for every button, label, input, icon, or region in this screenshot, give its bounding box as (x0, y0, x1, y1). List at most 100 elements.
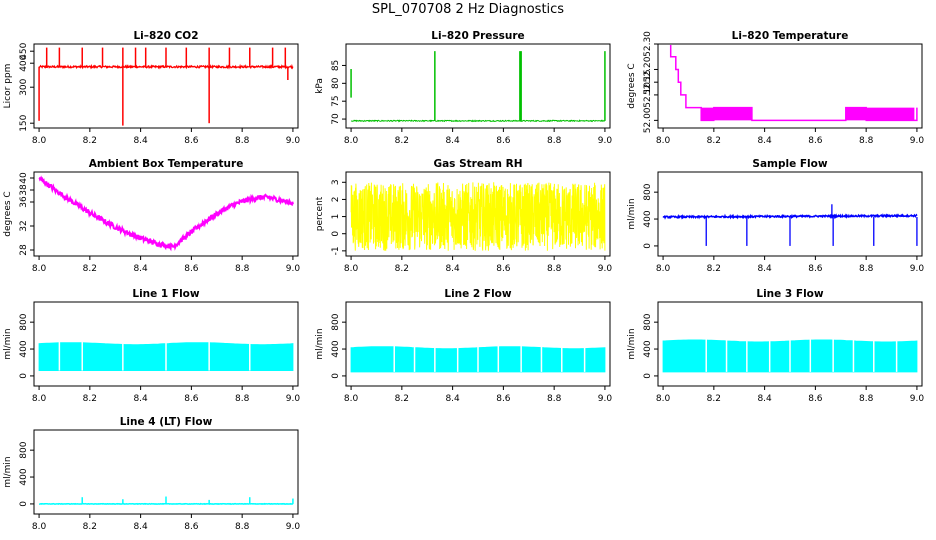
x-tick-label: 8.2 (83, 522, 97, 532)
x-tick-label: 8.0 (344, 264, 359, 274)
x-tick-label: 8.6 (808, 394, 823, 404)
series-6 (662, 204, 918, 246)
y-tick-label: 52.20 (643, 56, 653, 82)
x-tick-label: 8.2 (707, 136, 721, 146)
plot-frame (345, 43, 611, 129)
x-tick-label: 8.2 (395, 136, 409, 146)
series-3 (669, 45, 918, 122)
y-tick-label: 400 (19, 468, 29, 485)
x-tick-label: 8.4 (133, 394, 148, 404)
data-band (845, 107, 915, 121)
y-axis-label: degrees C (627, 63, 637, 108)
plot-frame (345, 301, 611, 387)
x-tick-label: 9.0 (910, 136, 925, 146)
x-tick-label: 9.0 (598, 394, 613, 404)
data-band (701, 107, 752, 121)
x-tick-label: 8.6 (496, 136, 511, 146)
y-tick-label: 800 (19, 313, 29, 330)
x-tick-label: 8.8 (235, 394, 250, 404)
x-tick-label: 8.4 (445, 136, 460, 146)
y-axis-label: degrees C (3, 191, 13, 236)
series-9 (662, 338, 918, 373)
x-tick-label: 8.0 (32, 522, 47, 532)
chart-panel-3: Li–820 Temperature degrees C 8.0 8.2 8.4 8.6 8… (627, 30, 924, 146)
y-tick-label: 36 (19, 196, 29, 208)
y-tick-label: 800 (643, 183, 653, 200)
plot-frame (657, 43, 923, 129)
x-tick-label: 9.0 (910, 264, 925, 274)
series-line (662, 213, 918, 220)
y-tick-label: 52.15 (643, 69, 653, 95)
y-axis-label: ml/min (3, 328, 13, 359)
x-tick-label: 8.4 (757, 264, 772, 274)
main-title: SPL_070708 2 Hz Diagnostics (371, 2, 565, 17)
y-tick-label: 150 (19, 114, 29, 131)
x-tick-label: 8.4 (133, 136, 148, 146)
x-tick-label: 8.0 (32, 136, 47, 146)
x-tick-label: 8.8 (547, 394, 562, 404)
x-tick-label: 8.2 (83, 394, 97, 404)
chart-title: Sample Flow (752, 158, 827, 170)
x-tick-label: 8.4 (445, 394, 460, 404)
x-tick-label: 8.6 (496, 264, 511, 274)
chart-title: Li–820 Pressure (431, 30, 524, 42)
chart-title: Line 3 Flow (756, 288, 823, 300)
y-tick-label: 2 (331, 197, 341, 203)
x-tick-label: 8.6 (184, 136, 199, 146)
x-tick-label: 8.4 (133, 522, 148, 532)
y-axis-label: ml/min (315, 328, 325, 359)
y-tick-label: 400 (331, 340, 341, 357)
plot-frame (33, 301, 299, 387)
x-tick-label: 9.0 (598, 136, 613, 146)
series-line (669, 45, 918, 122)
y-tick-label: 32 (19, 220, 29, 231)
y-tick-label: 400 (643, 340, 653, 357)
y-tick-label: 85 (331, 60, 341, 71)
y-tick-label: 400 (19, 340, 29, 357)
series-7 (38, 340, 294, 371)
y-tick-label: 0 (19, 501, 29, 507)
x-tick-label: 9.0 (598, 264, 613, 274)
plot-frame (657, 301, 923, 387)
x-tick-label: 8.6 (184, 394, 199, 404)
series-1 (38, 47, 294, 126)
x-tick-label: 8.6 (184, 264, 199, 274)
x-tick-label: 9.0 (286, 394, 301, 404)
series-5 (350, 182, 606, 251)
chart-panel-7: Line 1 Flow ml/min 8.0 8.2 8.4 8.6 8.8 9.0 0 400 8… (3, 288, 300, 404)
y-tick-label: 0 (643, 243, 653, 249)
chart-panel-10: Line 4 (LT) Flow ml/min 8.0 8.2 8.4 8.6 8.8 9.0… (3, 416, 300, 532)
series-4 (38, 175, 294, 252)
x-tick-label: 8.8 (235, 136, 250, 146)
y-tick-label: 0 (331, 231, 341, 237)
y-tick-label: 300 (19, 78, 29, 95)
y-tick-label: 400 (643, 210, 653, 227)
x-tick-label: 8.4 (757, 394, 772, 404)
y-tick-label: 3 (331, 179, 341, 185)
y-tick-label: 70 (331, 113, 341, 125)
y-tick-label: 38 (19, 184, 29, 196)
x-tick-label: 8.0 (32, 264, 47, 274)
chart-title: Li–820 Temperature (732, 30, 849, 42)
chart-panel-6: Sample Flow ml/min 8.0 8.2 8.4 8.6 8.8 9.0 0 400 8… (627, 158, 924, 274)
x-tick-label: 8.6 (808, 136, 823, 146)
series-10 (38, 496, 294, 506)
chart-title: Gas Stream RH (433, 158, 522, 170)
y-tick-label: 800 (331, 313, 341, 330)
chart-panel-1: Li–820 CO2 Licor ppm 8.0 8.2 8.4 8.6 8.8 9.0 150… (3, 30, 300, 146)
x-tick-label: 8.2 (707, 264, 721, 274)
x-tick-label: 8.4 (445, 264, 460, 274)
x-tick-label: 8.8 (547, 136, 562, 146)
x-tick-label: 8.8 (235, 522, 250, 532)
y-tick-label: 52.10 (643, 82, 653, 108)
y-tick-label: 800 (643, 313, 653, 330)
x-tick-label: 8.0 (344, 136, 359, 146)
chart-title: Li–820 CO2 (133, 30, 198, 42)
y-axis-label: Licor ppm (3, 64, 13, 109)
x-tick-label: 8.4 (757, 136, 772, 146)
x-tick-label: 8.0 (32, 394, 47, 404)
x-tick-label: 8.2 (83, 264, 97, 274)
y-tick-label: 450 (19, 42, 29, 59)
y-tick-label: 400 (19, 54, 29, 71)
y-axis-label: ml/min (3, 456, 13, 487)
